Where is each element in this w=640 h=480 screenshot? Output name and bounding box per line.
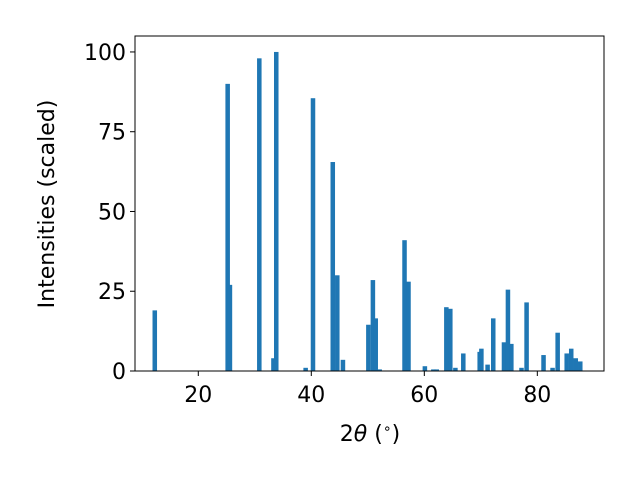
y-tick-label: 0 <box>112 360 126 385</box>
bar <box>434 369 439 371</box>
bar <box>422 366 428 371</box>
x-axis-label-prefix: 2 <box>340 422 354 447</box>
bar <box>573 358 579 371</box>
bar <box>578 361 583 371</box>
bar <box>509 343 514 371</box>
bar <box>519 367 524 371</box>
bar <box>257 58 262 371</box>
bar <box>461 353 466 371</box>
y-tick-label: 75 <box>98 121 126 146</box>
x-axis-label-open: ( <box>367 422 383 447</box>
bar <box>330 162 336 371</box>
plot-frame <box>134 35 605 372</box>
x-axis-label-close: ) <box>392 422 401 447</box>
bar <box>485 364 490 371</box>
bar <box>303 367 308 371</box>
bar <box>431 369 436 371</box>
bar <box>335 275 340 371</box>
x-axis-ticks: 20 40 60 80 <box>184 371 551 408</box>
bar <box>564 353 569 371</box>
y-axis-ticks: 0 25 50 75 100 <box>84 41 135 385</box>
y-axis-label: Intensities (scaled) <box>35 100 60 309</box>
bar <box>555 332 560 371</box>
bar <box>490 318 496 371</box>
bar <box>402 240 407 371</box>
bar <box>479 348 484 371</box>
x-tick-label: 80 <box>523 383 551 408</box>
bar <box>225 83 230 372</box>
bar <box>568 348 574 371</box>
bars-group <box>152 51 583 372</box>
bar <box>340 359 346 371</box>
x-tick-label: 20 <box>184 383 212 408</box>
y-tick-label: 25 <box>98 280 126 305</box>
bar <box>377 369 382 371</box>
bar <box>370 280 376 371</box>
x-tick-label: 60 <box>410 383 438 408</box>
bar <box>453 367 458 371</box>
bar <box>373 318 378 371</box>
bar <box>274 51 279 371</box>
bar <box>152 310 158 371</box>
x-axis-label: 2θ (∘) <box>340 421 400 447</box>
bar <box>406 281 411 371</box>
x-axis-label-theta: θ <box>354 422 368 447</box>
bar <box>524 302 529 371</box>
bar <box>501 342 507 371</box>
bar <box>271 358 276 371</box>
bar <box>444 307 449 371</box>
y-tick-label: 50 <box>98 200 126 225</box>
x-axis-label-degree: ∘ <box>383 421 392 437</box>
bar <box>227 284 233 371</box>
bar <box>550 367 555 371</box>
bar <box>448 308 453 371</box>
bar <box>541 355 546 371</box>
bar <box>366 324 371 371</box>
bar <box>505 289 511 371</box>
x-tick-label: 40 <box>297 383 325 408</box>
bar <box>310 98 316 372</box>
y-tick-label: 100 <box>84 41 126 66</box>
